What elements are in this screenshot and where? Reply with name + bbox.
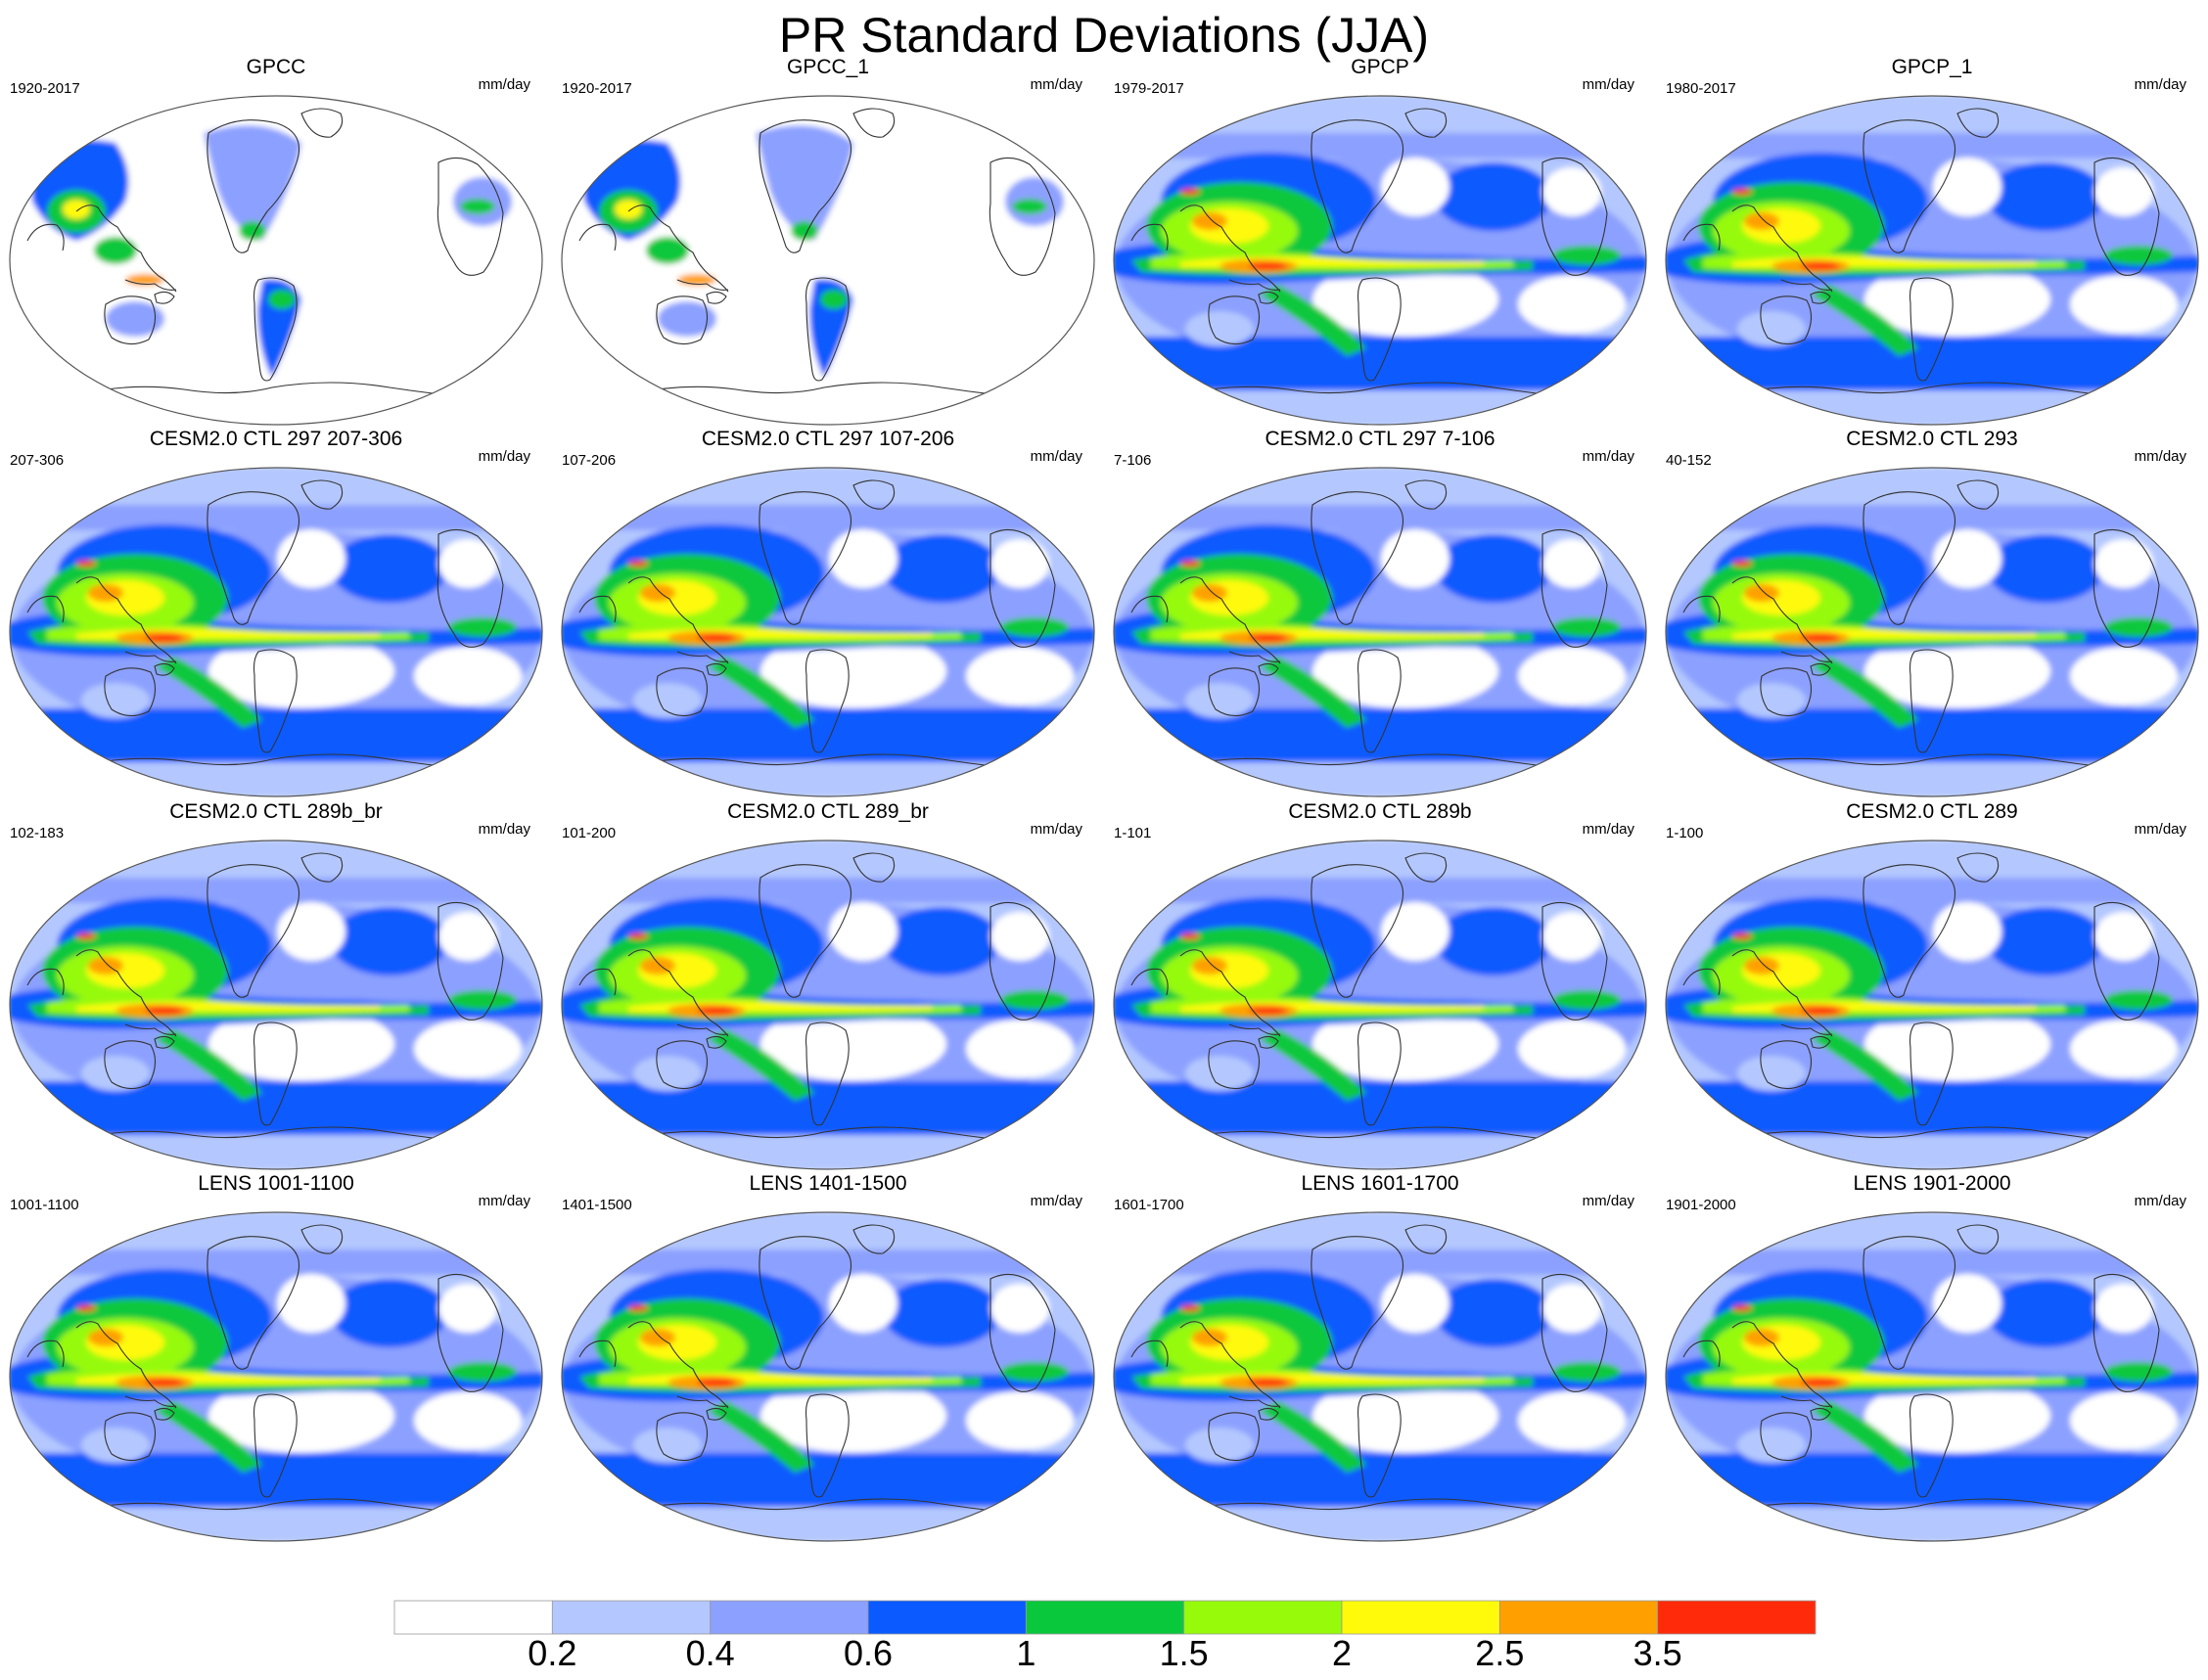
panel-period: 1-101 bbox=[1114, 825, 1152, 841]
panel-title: CESM2.0 CTL 297 207-306 bbox=[149, 428, 403, 450]
colorbar-label: 1 bbox=[1016, 1633, 1036, 1673]
panel-units: mm/day bbox=[1582, 1193, 1634, 1209]
map-panel: GPCC 1920-2017 mm/day bbox=[8, 55, 544, 427]
colorbar-label: 0.6 bbox=[843, 1633, 894, 1673]
panel-period: 207-306 bbox=[10, 452, 65, 469]
map-panel: LENS 1601-1700 1601-1700 mm/day bbox=[1112, 1171, 1648, 1543]
map-panel: CESM2.0 CTL 293 40-152 mm/day bbox=[1664, 427, 2200, 798]
map-panel: CESM2.0 CTL 289b_br 102-183 mm/day bbox=[8, 799, 544, 1171]
panel-units: mm/day bbox=[2134, 76, 2186, 93]
map-panel: CESM2.0 CTL 297 207-306 207-306 mm/day bbox=[8, 427, 544, 798]
map-plot bbox=[9, 467, 543, 797]
panel-title: CESM2.0 CTL 289_br bbox=[727, 800, 929, 823]
panel-period: 1920-2017 bbox=[562, 80, 632, 97]
map-plot bbox=[1665, 467, 2199, 797]
panel-period: 1980-2017 bbox=[1666, 80, 1736, 97]
panel-period: 1-100 bbox=[1666, 825, 1704, 841]
panel-title: CESM2.0 CTL 297 107-206 bbox=[701, 428, 955, 450]
panel-units: mm/day bbox=[1582, 448, 1634, 465]
map-panel: CESM2.0 CTL 297 107-206 107-206 mm/day bbox=[560, 427, 1096, 798]
panel-title: CESM2.0 CTL 289 bbox=[1846, 800, 2018, 823]
map-plot bbox=[1113, 1211, 1647, 1542]
map-plot bbox=[1113, 840, 1647, 1170]
panel-units: mm/day bbox=[2134, 448, 2186, 465]
panel-units: mm/day bbox=[1582, 821, 1634, 838]
colorbar-swatch bbox=[1183, 1600, 1343, 1635]
panel-title: GPCP_1 bbox=[1891, 56, 1973, 78]
map-panel: CESM2.0 CTL 289 1-100 mm/day bbox=[1664, 799, 2200, 1171]
panel-title: LENS 1001-1100 bbox=[198, 1172, 354, 1195]
map-panel: LENS 1901-2000 1901-2000 mm/day bbox=[1664, 1171, 2200, 1543]
colorbar-label: 0.2 bbox=[528, 1633, 577, 1673]
panel-units: mm/day bbox=[2134, 821, 2186, 838]
panel-units: mm/day bbox=[1030, 76, 1082, 93]
colorbar-label: 2.5 bbox=[1475, 1633, 1525, 1673]
panel-title: GPCP bbox=[1351, 56, 1409, 78]
map-plot bbox=[561, 840, 1095, 1170]
map-panel: CESM2.0 CTL 297 7-106 7-106 mm/day bbox=[1112, 427, 1648, 798]
panel-period: 1901-2000 bbox=[1666, 1197, 1736, 1213]
panel-title: GPCC_1 bbox=[786, 56, 870, 78]
map-panel: LENS 1001-1100 1001-1100 mm/day bbox=[8, 1171, 544, 1543]
panel-units: mm/day bbox=[478, 1193, 530, 1209]
map-plot bbox=[561, 95, 1095, 426]
panel-period: 101-200 bbox=[562, 825, 617, 841]
panel-period: 1001-1100 bbox=[10, 1197, 79, 1213]
colorbar-swatch bbox=[1341, 1600, 1500, 1635]
map-panel: LENS 1401-1500 1401-1500 mm/day bbox=[560, 1171, 1096, 1543]
colorbar-swatch bbox=[393, 1600, 553, 1635]
panel-period: 1401-1500 bbox=[562, 1197, 632, 1213]
panel-period: 1979-2017 bbox=[1114, 80, 1184, 97]
colorbar-swatch bbox=[551, 1600, 712, 1635]
panel-title: CESM2.0 CTL 293 bbox=[1846, 428, 2018, 450]
panel-period: 102-183 bbox=[10, 825, 65, 841]
map-panel: CESM2.0 CTL 289b 1-101 mm/day bbox=[1112, 799, 1648, 1171]
map-panel: GPCP_1 1980-2017 mm/day bbox=[1664, 55, 2200, 427]
colorbar-swatch bbox=[1657, 1600, 1817, 1635]
panel-units: mm/day bbox=[478, 821, 530, 838]
map-panel: GPCP 1979-2017 mm/day bbox=[1112, 55, 1648, 427]
colorbar-swatch bbox=[1498, 1600, 1659, 1635]
panel-title: LENS 1601-1700 bbox=[1301, 1172, 1459, 1195]
panel-title: LENS 1401-1500 bbox=[749, 1172, 907, 1195]
panel-units: mm/day bbox=[1030, 448, 1082, 465]
colorbar-swatch bbox=[867, 1600, 1027, 1635]
colorbar-label: 1.5 bbox=[1159, 1633, 1209, 1673]
panel-units: mm/day bbox=[1030, 821, 1082, 838]
map-plot bbox=[1665, 95, 2199, 426]
panel-period: 1920-2017 bbox=[10, 80, 80, 97]
panel-title: CESM2.0 CTL 289b bbox=[1288, 800, 1472, 823]
panel-title: GPCC bbox=[246, 56, 306, 78]
colorbar-swatch bbox=[710, 1600, 869, 1635]
colorbar-swatch bbox=[1025, 1600, 1185, 1635]
map-panel: CESM2.0 CTL 289_br 101-200 mm/day bbox=[560, 799, 1096, 1171]
main-title: PR Standard Deviations (JJA) bbox=[778, 8, 1430, 63]
panel-units: mm/day bbox=[2134, 1193, 2186, 1209]
colorbar-label: 2 bbox=[1331, 1633, 1353, 1673]
panel-period: 1601-1700 bbox=[1114, 1197, 1184, 1213]
panel-period: 40-152 bbox=[1666, 452, 1712, 469]
map-plot bbox=[1113, 95, 1647, 426]
map-plot bbox=[561, 467, 1095, 797]
map-panel: GPCC_1 1920-2017 mm/day bbox=[560, 55, 1096, 427]
colorbar-label: 0.4 bbox=[685, 1633, 735, 1673]
panel-title: LENS 1901-2000 bbox=[1853, 1172, 2011, 1195]
panel-units: mm/day bbox=[478, 448, 530, 465]
map-plot bbox=[9, 1211, 543, 1542]
map-plot bbox=[1665, 1211, 2199, 1542]
panel-units: mm/day bbox=[478, 76, 530, 93]
colorbar bbox=[393, 1600, 1817, 1635]
map-plot bbox=[9, 840, 543, 1170]
panel-period: 7-106 bbox=[1114, 452, 1152, 469]
map-plot bbox=[1665, 840, 2199, 1170]
panel-title: CESM2.0 CTL 297 7-106 bbox=[1265, 428, 1495, 450]
map-plot bbox=[1113, 467, 1647, 797]
map-plot bbox=[9, 95, 543, 426]
panel-period: 107-206 bbox=[562, 452, 617, 469]
panel-units: mm/day bbox=[1582, 76, 1634, 93]
panel-title: CESM2.0 CTL 289b_br bbox=[169, 800, 383, 823]
colorbar-label: 3.5 bbox=[1633, 1633, 1682, 1673]
panel-units: mm/day bbox=[1030, 1193, 1082, 1209]
map-plot bbox=[561, 1211, 1095, 1542]
